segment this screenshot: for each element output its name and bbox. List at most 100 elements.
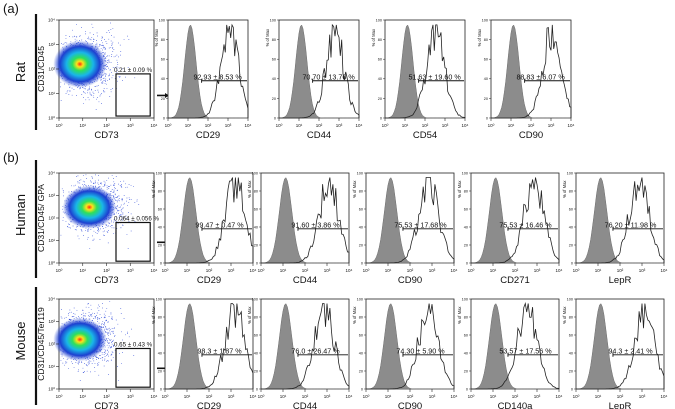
y-tick-label: 40: [569, 225, 573, 229]
y-tick-label: 100: [567, 297, 573, 301]
x-tick-label: 10¹: [185, 123, 192, 128]
x-tick-label: 10⁴: [556, 268, 563, 273]
x-tick-label: 10⁴: [151, 394, 158, 399]
histogram-y-label: % of Max: [477, 28, 482, 46]
y-tick-label: 40: [254, 225, 258, 229]
x-tick-label: 10¹: [508, 123, 515, 128]
x-tick-label: 10³: [639, 394, 646, 399]
x-tick-label: 10¹: [184, 268, 191, 273]
y-tick-label: 40: [359, 225, 363, 229]
y-tick-label: 0: [361, 387, 363, 391]
y-tick-label: 20: [569, 243, 573, 247]
species-label: Human: [13, 194, 28, 236]
x-tick-label: 10⁴: [151, 123, 158, 128]
x-tick-label: 10³: [336, 123, 343, 128]
histogram-cd29: 99.47 ± 0.47 % 0 20 40 60 80 100 % of Max 10⁰ 10¹…: [151, 171, 257, 286]
y-tick-label: 60: [569, 333, 573, 337]
y-tick-label: 80: [359, 315, 363, 319]
y-tick-label: 10³: [48, 193, 55, 198]
y-tick-label: 60: [272, 58, 276, 62]
x-tick-label: 10⁰: [56, 268, 63, 273]
marker-stained-curve: [261, 177, 350, 264]
histogram-marker-label: CD44: [307, 130, 331, 141]
x-tick-label: 10⁴: [568, 123, 575, 128]
histogram-marker-label: CD29: [196, 130, 220, 141]
y-tick-label: 20: [464, 243, 468, 247]
y-tick-label: 60: [378, 58, 382, 62]
x-tick-label: 10²: [206, 394, 213, 399]
positive-percent: 92.93 ± 8.53 %: [193, 72, 242, 81]
histogram-lepr: 94.3 ± 2.41 % 0 20 40 60 80 100 % of Max 10⁰ 10¹ 1…: [562, 297, 668, 409]
x-tick-label: 10³: [127, 123, 134, 128]
x-tick-label: 10³: [429, 268, 436, 273]
gate-box: [115, 221, 151, 262]
y-tick-label: 10⁰: [48, 387, 55, 392]
histogram-cd271: 75.53 ± 16.46 % 0 20 40 60 80 100 % of Max 10⁰ 10…: [457, 171, 563, 286]
x-tick-label: 10¹: [595, 394, 602, 399]
gate-box: [115, 347, 151, 388]
marker-stained-curve: [471, 177, 560, 264]
histogram-y-label: % of Max: [151, 180, 156, 198]
x-tick-label: 10²: [316, 123, 323, 128]
marker-stained-curve: [165, 177, 254, 264]
x-tick-label: 10¹: [280, 394, 287, 399]
dot-plot-density: [53, 40, 107, 88]
y-tick-label: 20: [569, 369, 573, 373]
y-tick-label: 40: [254, 351, 258, 355]
x-tick-label: 10²: [302, 268, 309, 273]
x-tick-label: 10⁴: [451, 268, 458, 273]
panel-label-b: (b): [3, 150, 19, 165]
x-tick-label: 10⁰: [258, 394, 265, 399]
dot-plot-y-label: CD31/CD45/ GPA: [36, 184, 46, 252]
y-tick-label: 0: [160, 387, 162, 391]
x-tick-label: 10²: [205, 123, 212, 128]
y-tick-label: 100: [462, 171, 468, 175]
x-tick-label: 10²: [103, 268, 110, 273]
dot-plot-y-label: CD31/CD45: [36, 46, 46, 92]
histogram-y-label: % of Max: [352, 180, 357, 198]
x-tick-label: 10⁰: [162, 268, 169, 273]
isotype-control-peak: [384, 24, 465, 119]
marker-stained-curve: [471, 301, 560, 390]
x-tick-label: 10³: [127, 394, 134, 399]
histogram-y-label: % of Max: [151, 306, 156, 324]
y-tick-label: 80: [484, 38, 488, 42]
histogram-cd29: 98.3 ± 1.87 % 0 20 40 60 80 100 % of Max 10⁰ 10¹ 1…: [151, 297, 257, 409]
histogram-cd54: 51.63 ± 19.60 % 0 20 40 60 80 100 % of Max 10⁰ 10…: [371, 18, 469, 141]
species-label: Rat: [13, 61, 28, 82]
y-tick-label: 60: [161, 58, 165, 62]
y-tick-label: 40: [158, 225, 162, 229]
y-tick-label: 100: [357, 171, 363, 175]
x-tick-label: 10³: [534, 268, 541, 273]
positive-percent: 76.20 ± 11.98 %: [605, 220, 657, 229]
histogram-y-label: % of Max: [352, 306, 357, 324]
y-tick-label: 0: [466, 261, 468, 265]
y-tick-label: 20: [464, 369, 468, 373]
x-tick-label: 10¹: [79, 394, 86, 399]
y-tick-label: 20: [254, 369, 258, 373]
positive-percent: 51.63 ± 19.60 %: [408, 72, 461, 81]
x-tick-label: 10¹: [385, 394, 392, 399]
y-tick-label: 20: [359, 369, 363, 373]
x-tick-label: 10²: [407, 394, 414, 399]
x-tick-label: 10³: [429, 394, 436, 399]
marker-stained-curve: [576, 303, 665, 390]
y-tick-label: 0: [361, 261, 363, 265]
isotype-control-peak: [278, 24, 359, 119]
positive-percent: 94.3 ± 2.41 %: [608, 346, 653, 355]
x-tick-label: 10¹: [402, 123, 409, 128]
y-tick-label: 80: [464, 189, 468, 193]
y-tick-label: 10²: [48, 216, 55, 221]
y-tick-label: 0: [466, 387, 468, 391]
histogram-marker-label: LepR: [609, 401, 632, 409]
histogram-cd90: 74.30 ± 5.90 % 0 20 40 60 80 100 % of Max 10⁰ 10¹…: [352, 297, 458, 409]
positive-percent: 75.53 ± 16.46 %: [499, 220, 552, 229]
y-tick-label: 0: [380, 116, 382, 120]
x-tick-label: 10⁰: [468, 394, 475, 399]
x-tick-label: 10³: [228, 268, 235, 273]
histogram-cd90: 75.53 ± 17.68 % 0 20 40 60 80 100 % of Max 10⁰ 10…: [352, 171, 458, 286]
y-tick-label: 100: [482, 18, 488, 22]
y-tick-label: 100: [270, 18, 276, 22]
y-tick-label: 80: [158, 315, 162, 319]
